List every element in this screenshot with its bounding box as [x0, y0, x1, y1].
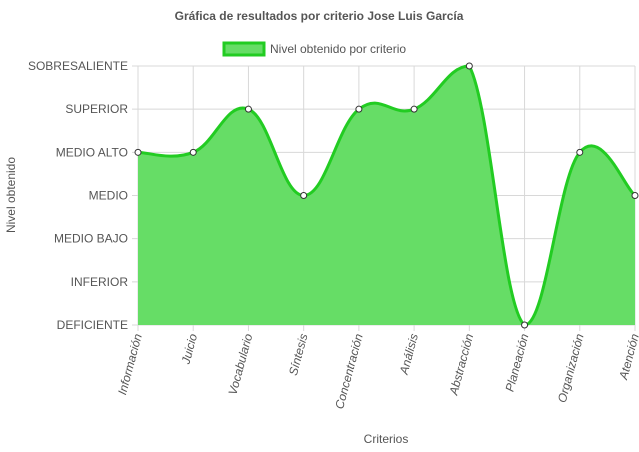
x-tick-label: Vocabulario: [226, 332, 256, 397]
data-point[interactable]: [355, 105, 363, 113]
y-tick-label: SUPERIOR: [65, 102, 128, 116]
x-tick-label: Juicio: [178, 332, 200, 367]
y-tick-label: MEDIO BAJO: [54, 232, 128, 246]
data-point[interactable]: [521, 321, 529, 329]
y-tick-labels: DEFICIENTE INFERIOR MEDIO BAJO MEDIO MEDIO A…: [28, 59, 128, 332]
data-point[interactable]: [631, 192, 639, 199]
x-axis-title: Criterios: [364, 432, 409, 446]
x-tick-label: Síntesis: [286, 332, 311, 377]
x-tick-label: Análisis: [397, 332, 421, 377]
x-tick-label: Organización: [555, 332, 587, 404]
x-tick-label: Concentración: [332, 332, 366, 411]
x-tick-label: Atención: [616, 332, 639, 382]
data-point[interactable]: [300, 192, 308, 199]
x-tick-label: Abstracción: [446, 332, 476, 397]
data-point[interactable]: [244, 105, 252, 113]
chart-title: Gráfica de resultados por criterio Jose …: [175, 9, 464, 23]
data-points: [134, 62, 639, 329]
data-point[interactable]: [189, 148, 197, 156]
data-point[interactable]: [576, 148, 584, 156]
data-point[interactable]: [410, 105, 418, 113]
data-point[interactable]: [134, 148, 142, 156]
x-tick-label: Información: [115, 332, 145, 396]
y-tick-label: MEDIO: [89, 189, 128, 203]
x-tick-label: Planeación: [503, 332, 532, 393]
area-fill: [138, 66, 635, 325]
data-point[interactable]: [465, 62, 473, 70]
y-axis-title: Nivel obtenido: [4, 157, 18, 233]
y-tick-label: MEDIO ALTO: [56, 145, 128, 159]
legend-swatch: [222, 41, 266, 57]
legend-label: Nivel obtenido por criterio: [270, 42, 406, 56]
y-tick-label: INFERIOR: [71, 275, 129, 289]
y-tick-label: DEFICIENTE: [57, 318, 128, 332]
legend[interactable]: Nivel obtenido por criterio: [222, 41, 406, 57]
x-tick-labels: Información Juicio Vocabulario Síntesis Conc…: [115, 332, 639, 411]
y-tick-label: SOBRESALIENTE: [28, 59, 128, 73]
